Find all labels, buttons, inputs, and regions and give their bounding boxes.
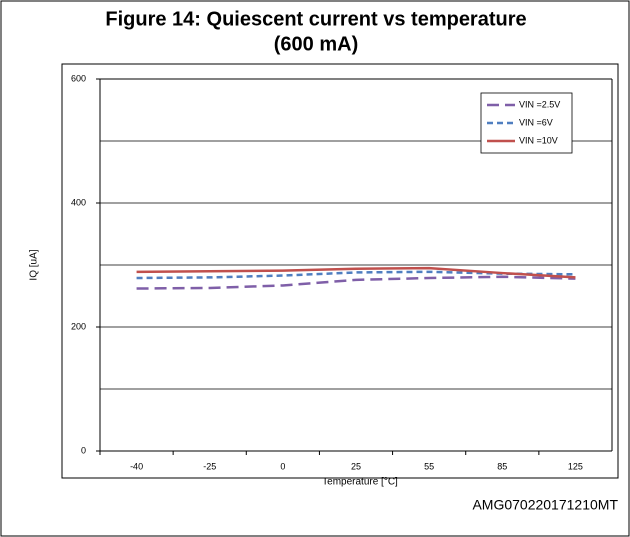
y-tick-label: 200 <box>71 321 86 331</box>
chart-title: Figure 14: Quiescent current vs temperat… <box>105 8 526 30</box>
legend-label: VIN =6V <box>519 117 553 127</box>
y-tick-label: 400 <box>71 197 86 207</box>
x-tick-label: -25 <box>203 461 216 471</box>
legend-label: VIN =10V <box>519 135 558 145</box>
x-tick-label: 0 <box>280 461 285 471</box>
x-tick-label: 125 <box>568 461 583 471</box>
x-tick-label: 55 <box>424 461 434 471</box>
x-axis-label: Temperature [°C] <box>322 477 398 488</box>
x-tick-label: 25 <box>351 461 361 471</box>
footer: AMG070220171210MT <box>472 497 618 513</box>
series-line <box>136 275 576 290</box>
chart-frame <box>61 63 619 479</box>
x-tick-label: 85 <box>497 461 507 471</box>
y-tick-label: 0 <box>81 445 86 455</box>
series-line <box>136 266 576 279</box>
y-axis-label: IQ [uA] <box>29 249 40 280</box>
legend-label: VIN =2.5V <box>519 99 560 109</box>
y-tick-label: 600 <box>71 73 86 83</box>
chart-title: (600 mA) <box>274 33 358 55</box>
x-tick-label: -40 <box>130 461 143 471</box>
legend-box <box>480 92 573 154</box>
